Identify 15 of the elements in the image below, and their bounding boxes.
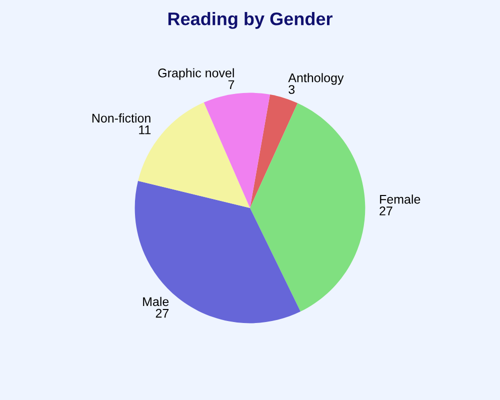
slice-label: Graphic novel [158,68,234,80]
chart-title: Reading by Gender [168,12,333,29]
pie-slice [250,94,298,208]
slice-label: Non-fiction [92,113,150,123]
pie-slice [250,103,366,312]
data-label: 27 [156,308,169,318]
data-label: 27 [380,206,392,216]
slice-label: Female [380,194,420,204]
data-label: 11 [139,126,151,134]
slice-label: Anthology [288,73,344,85]
pie-slice [134,180,300,324]
data-label: 7 [228,80,234,89]
pie-slice [204,92,270,208]
slice-label: Male [143,296,169,306]
data-label: 3 [288,85,295,94]
